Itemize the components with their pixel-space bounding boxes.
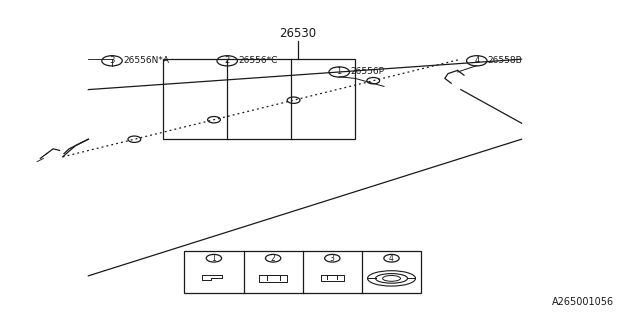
Text: 4: 4 xyxy=(474,56,479,65)
Text: 1: 1 xyxy=(212,254,216,263)
Text: 26556P: 26556P xyxy=(350,68,384,76)
Text: 3: 3 xyxy=(109,56,115,65)
Text: 26558B: 26558B xyxy=(488,56,522,65)
Text: 2: 2 xyxy=(271,254,275,263)
Bar xyxy=(163,59,355,139)
Text: 4: 4 xyxy=(389,254,394,263)
Text: 1: 1 xyxy=(337,68,342,76)
Text: 26556N*A: 26556N*A xyxy=(123,56,169,65)
Text: 2: 2 xyxy=(225,56,230,65)
Text: 26556*C: 26556*C xyxy=(238,56,278,65)
Bar xyxy=(184,251,421,293)
Text: A265001056: A265001056 xyxy=(552,297,614,307)
Text: 3: 3 xyxy=(330,254,335,263)
Text: 26530: 26530 xyxy=(279,27,316,40)
